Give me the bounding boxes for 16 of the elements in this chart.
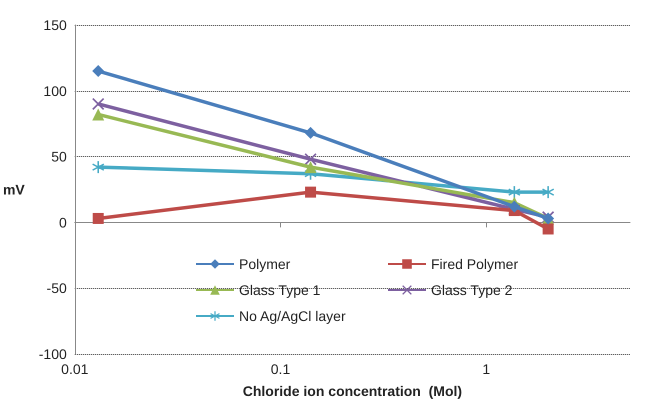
x-axis-title: Chloride ion concentration (Mol) xyxy=(242,383,462,399)
x-tick-label: 0.1 xyxy=(270,361,290,377)
legend-label: Polymer xyxy=(239,256,291,272)
y-tick-label: 50 xyxy=(51,148,67,165)
y-axis-title: mV xyxy=(2,182,26,198)
y-tick-label: -50 xyxy=(46,280,67,296)
legend-label: Fired Polymer xyxy=(431,256,518,272)
y-tick-label: -100 xyxy=(38,346,67,362)
legend-label: No Ag/AgCl layer xyxy=(239,308,346,324)
y-tick-label: 100 xyxy=(43,82,67,99)
x-tick-label: 1 xyxy=(482,361,490,377)
y-tick-label: 150 xyxy=(43,17,67,33)
legend-label: Glass Type 1 xyxy=(239,282,321,298)
x-tick-label: 0.01 xyxy=(61,361,89,377)
legend-label: Glass Type 2 xyxy=(431,282,513,298)
y-tick-label: 0 xyxy=(58,214,67,230)
